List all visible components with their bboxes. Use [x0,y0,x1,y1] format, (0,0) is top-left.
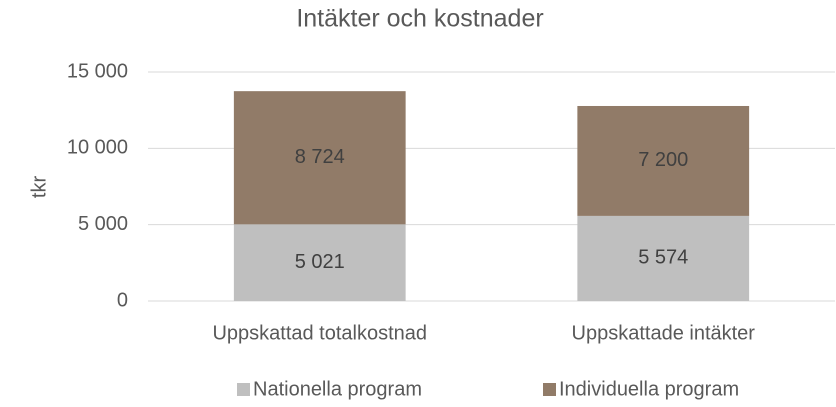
legend-swatch [237,383,250,396]
x-tick-label: Uppskattad totalkostnad [212,322,427,344]
value-label: 8 724 [295,146,345,168]
y-tick-label: 5 000 [78,213,128,235]
value-label: 5 574 [638,247,688,269]
chart-title: Intäkter och kostnader [296,5,543,33]
y-tick-label: 0 [117,289,128,311]
bar-segment [577,105,750,216]
value-label: 5 021 [295,251,345,273]
bar-segment [577,215,750,301]
legend-label: Nationella program [253,378,422,400]
y-axis-label: tkr [28,176,50,199]
legend-swatch [543,383,556,396]
x-tick-label: Uppskattade intäkter [572,322,756,344]
legend-label: Individuella program [559,378,739,400]
bar-segment [233,91,406,225]
bar-segment [233,224,406,301]
y-tick-label: 10 000 [67,137,128,159]
y-tick-label: 15 000 [67,60,128,82]
value-label: 7 200 [638,149,688,171]
